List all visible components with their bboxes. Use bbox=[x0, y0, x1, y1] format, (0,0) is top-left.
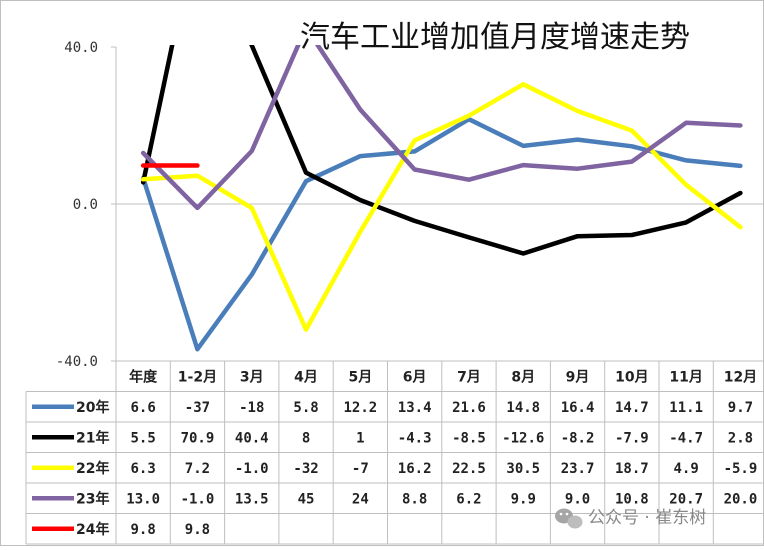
data-label: 13.5 bbox=[235, 491, 269, 507]
data-label: 40.4 bbox=[235, 430, 269, 446]
series-line-22年 bbox=[140, 82, 743, 332]
data-label: 9.8 bbox=[131, 522, 156, 538]
data-label: 16.4 bbox=[561, 400, 595, 416]
series-line-23年 bbox=[140, 45, 743, 211]
data-label: -8.2 bbox=[561, 430, 595, 446]
data-label: 24 bbox=[352, 491, 369, 507]
y-tick-label: 0.0 bbox=[73, 197, 98, 213]
data-label: 23.7 bbox=[561, 461, 595, 477]
data-label: 30.5 bbox=[506, 461, 540, 477]
data-label: -18 bbox=[239, 400, 264, 416]
data-label: -8.5 bbox=[452, 430, 486, 446]
x-tick-label: 3月 bbox=[240, 369, 264, 385]
data-label: 18.7 bbox=[615, 461, 649, 477]
watermark: 公众号 · 崔东树 bbox=[555, 508, 706, 529]
data-label: -1.0 bbox=[235, 461, 269, 477]
data-label: -12.6 bbox=[502, 430, 544, 446]
data-label: 9.7 bbox=[728, 400, 753, 416]
data-label: -4.7 bbox=[669, 430, 703, 446]
x-tick-label: 5月 bbox=[348, 369, 372, 385]
data-label: 6.3 bbox=[131, 461, 156, 477]
x-tick-label: 11月 bbox=[669, 369, 702, 385]
data-label: -32 bbox=[293, 461, 318, 477]
x-tick-label: 9月 bbox=[566, 369, 590, 385]
data-label: 1 bbox=[356, 430, 364, 446]
data-label: -1.0 bbox=[181, 491, 215, 507]
data-label: -37 bbox=[185, 400, 210, 416]
data-label: 7.2 bbox=[185, 461, 210, 477]
data-label: 5.5 bbox=[131, 430, 156, 446]
data-table: 年度 1-2月 3月 4月 5月 6月 7月 8月 9月 10月 11月 12月 20年 6.6 -37 -1… bbox=[25, 360, 764, 545]
data-label: 6.2 bbox=[456, 491, 481, 507]
data-label: 9.0 bbox=[565, 491, 590, 507]
data-label: 45 bbox=[298, 491, 315, 507]
legend-label: 23年 bbox=[76, 490, 109, 507]
x-tick-label: 10月 bbox=[615, 369, 648, 385]
data-label: 6.6 bbox=[131, 400, 156, 416]
axes: 40.0 0.0 -40.0 bbox=[56, 40, 764, 370]
data-label: -7 bbox=[352, 461, 369, 477]
data-label: 8 bbox=[302, 430, 310, 446]
data-label: 20.7 bbox=[669, 491, 703, 507]
series-lines bbox=[140, 45, 743, 352]
x-tick-label: 7月 bbox=[457, 369, 481, 385]
watermark-text: 公众号 · 崔东树 bbox=[588, 508, 706, 528]
data-label: 5.8 bbox=[293, 400, 318, 416]
data-label: 20.0 bbox=[724, 491, 758, 507]
data-label: 11.1 bbox=[669, 400, 703, 416]
y-tick-label: -40.0 bbox=[56, 354, 98, 370]
data-label: 13.0 bbox=[126, 491, 160, 507]
series-line-21年 bbox=[140, 45, 743, 256]
legend-label: 24年 bbox=[76, 521, 109, 538]
x-tick-label: 年度 bbox=[129, 368, 158, 385]
y-tick-label: 40.0 bbox=[64, 40, 98, 56]
series-line-20年 bbox=[140, 116, 743, 352]
data-label: 14.7 bbox=[615, 400, 649, 416]
data-label: 21.6 bbox=[452, 400, 486, 416]
x-tick-label: 12月 bbox=[724, 369, 757, 385]
data-label: 22.5 bbox=[452, 461, 486, 477]
data-label: -5.9 bbox=[724, 461, 758, 477]
data-label: 70.9 bbox=[181, 430, 215, 446]
data-label: 9.8 bbox=[185, 522, 210, 538]
data-label: -7.9 bbox=[615, 430, 649, 446]
data-label: 16.2 bbox=[398, 461, 432, 477]
legend-label: 21年 bbox=[76, 429, 109, 446]
x-tick-label: 8月 bbox=[511, 369, 535, 385]
legend-label: 22年 bbox=[76, 460, 109, 477]
data-label: 4.9 bbox=[674, 461, 699, 477]
data-label: 12.2 bbox=[343, 400, 377, 416]
x-tick-label: 6月 bbox=[403, 369, 427, 385]
data-label: 10.8 bbox=[615, 491, 649, 507]
data-label: 2.8 bbox=[728, 430, 753, 446]
data-label: 9.9 bbox=[511, 491, 536, 507]
x-tick-label: 1-2月 bbox=[178, 369, 217, 385]
data-label: 8.8 bbox=[402, 491, 427, 507]
x-tick-label: 4月 bbox=[294, 369, 318, 385]
data-label: 13.4 bbox=[398, 400, 432, 416]
wechat-icon bbox=[555, 508, 583, 529]
chart-title: 汽车工业增加值月度增速走势 bbox=[300, 20, 690, 55]
data-label: -4.3 bbox=[398, 430, 432, 446]
data-label: 14.8 bbox=[506, 400, 540, 416]
legend-label: 20年 bbox=[76, 399, 109, 416]
